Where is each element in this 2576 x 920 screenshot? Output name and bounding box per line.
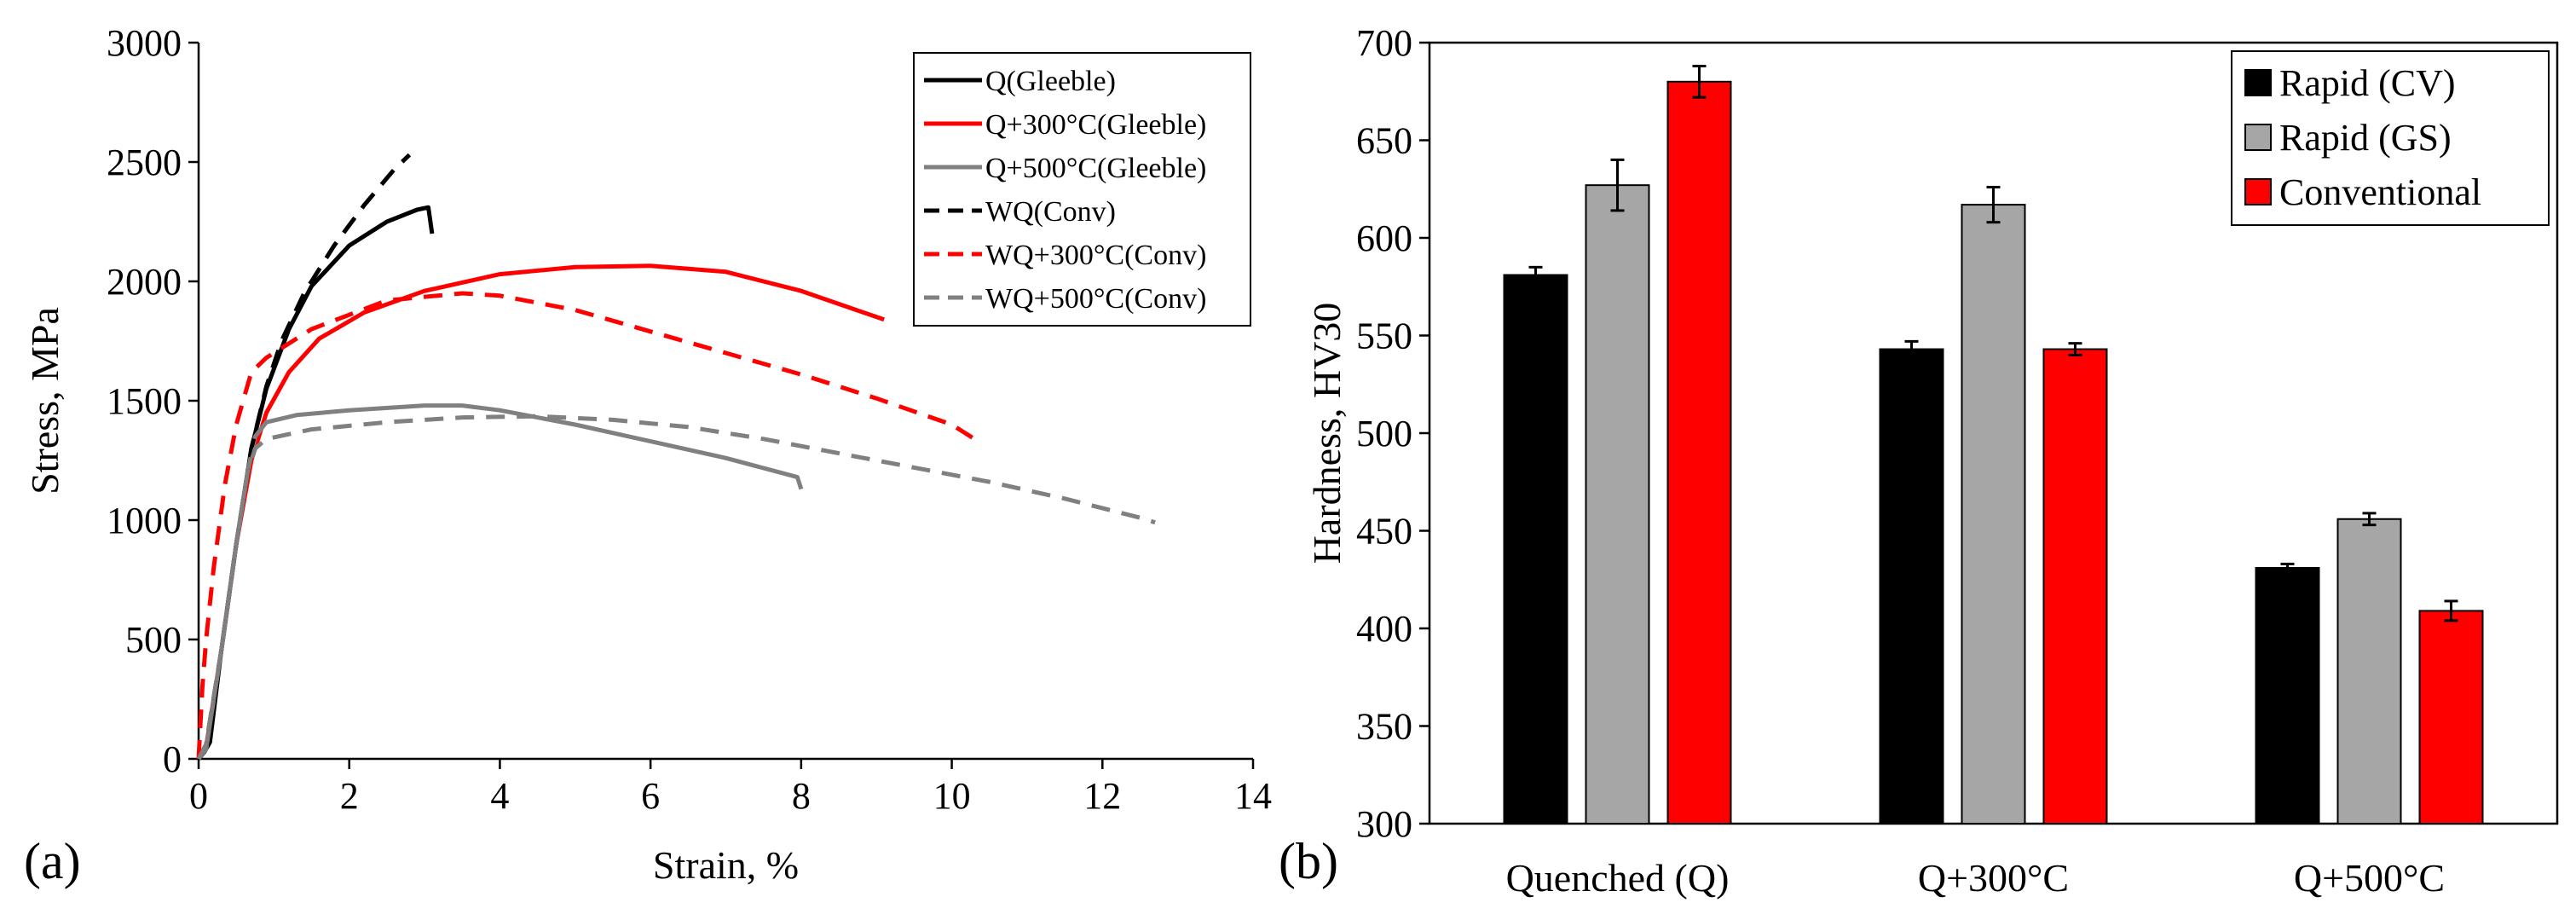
x-tick-label: 12 — [1083, 775, 1121, 817]
legend-label: Q(Gleeble) — [985, 66, 1116, 97]
legend-swatch — [2244, 178, 2272, 205]
legend-label: Q+300°C(Gleeble) — [985, 109, 1206, 141]
legend-swatch — [2244, 124, 2272, 151]
panel-label-a: (a) — [24, 833, 81, 889]
x-tick-label: 4 — [490, 775, 509, 817]
bar — [2042, 348, 2108, 825]
y-tick-label: 2000 — [107, 261, 182, 303]
legend-label: Rapid (GS) — [2279, 117, 2452, 159]
x-tick-label: 14 — [1234, 775, 1272, 817]
bar — [1666, 80, 1732, 825]
legend-label: Q+500°C(Gleeble) — [985, 153, 1206, 184]
x-tick-label: 8 — [792, 775, 811, 817]
legend-box — [913, 52, 1251, 327]
legend-box — [2231, 50, 2550, 226]
bar — [1961, 204, 2026, 825]
bar — [2418, 610, 2484, 825]
y-tick-label: 3000 — [107, 22, 182, 64]
series-line-6 — [196, 414, 1156, 761]
bar — [2336, 518, 2402, 825]
y-tick-label: 700 — [1356, 22, 1412, 64]
series-line-3 — [197, 403, 804, 761]
legend-label: WQ+500°C(Conv) — [985, 283, 1206, 315]
hardness-bar-chart: 300 350 400 450 500 550 600 650 700 Hardness, HV3… — [1279, 22, 2559, 900]
legend-swatch — [2244, 69, 2272, 96]
y-tick-label: 350 — [1356, 706, 1412, 748]
x-tick-label: 0 — [189, 775, 208, 817]
y-tick-label: 600 — [1356, 217, 1412, 259]
bar — [1879, 348, 1944, 825]
legend-label: WQ+300°C(Conv) — [985, 240, 1206, 271]
category-label: Quenched (Q) — [1506, 856, 1730, 900]
bar — [2255, 567, 2320, 825]
panel-label-b: (b) — [1279, 833, 1338, 889]
x-tick-label: 10 — [933, 775, 971, 817]
x-tick-label: 2 — [340, 775, 359, 817]
y-tick-label: 550 — [1356, 315, 1412, 357]
y-tick-label: 500 — [125, 619, 182, 661]
y-tick-label: 1000 — [107, 500, 182, 541]
bar — [1503, 274, 1568, 825]
y-tick-label: 2500 — [107, 142, 182, 183]
y-tick-label: 0 — [163, 738, 182, 780]
category-label: Q+500°C — [2294, 856, 2445, 900]
y-tick-label: 500 — [1356, 413, 1412, 454]
legend-label: Rapid (CV) — [2279, 62, 2456, 104]
legend-label: Conventional — [2279, 171, 2481, 213]
x-tick-label: 6 — [641, 775, 660, 817]
y-tick-label: 400 — [1356, 608, 1412, 650]
y-axis-title: Stress, MPa — [23, 307, 66, 495]
stress-strain-chart: 0 500 1000 1500 2000 2500 3000 0 2 4 6 8 10 12 14 Strai… — [23, 22, 1272, 889]
y-tick-label: 450 — [1356, 511, 1412, 553]
series-line-5 — [196, 291, 976, 760]
category-label: Q+300°C — [1918, 856, 2069, 900]
legend-label: WQ(Conv) — [985, 196, 1116, 228]
y-tick-label: 650 — [1356, 120, 1412, 162]
y-axis-title: Hardness, HV30 — [1305, 303, 1349, 564]
y-tick-label: 300 — [1356, 803, 1412, 845]
y-tick-label: 1500 — [107, 380, 182, 422]
bar — [1585, 184, 1650, 825]
x-axis-title: Strain, % — [653, 843, 799, 887]
